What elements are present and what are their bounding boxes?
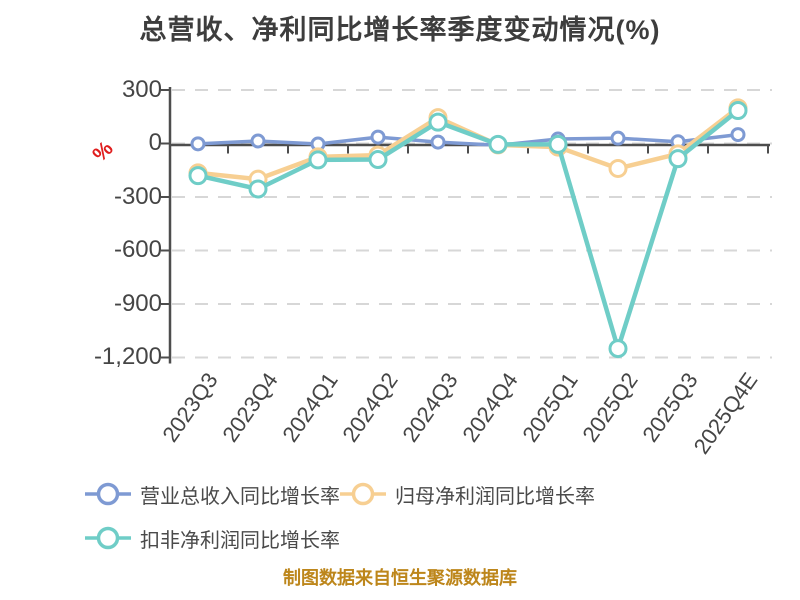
plot-area [161,87,772,364]
y-tick-label--900: -900 [113,290,162,317]
legend-label: 扣非净利润同比增长率 [140,529,340,552]
y-tick-label--1200: -1,200 [93,343,162,370]
legend-item-total-revenue-growth[interactable]: 营业总收入同比增长率 [84,480,340,508]
legend-line-circle-icon [85,482,131,506]
chart-title: 总营收、净利同比增长率季度变动情况(%) [139,15,661,45]
legend-line-circle-icon [85,526,131,550]
legend-item-net-profit-growth[interactable]: 归母净利润同比增长率 [339,480,595,508]
legend-line-circle-icon [340,482,386,506]
legend-label: 归母净利润同比增长率 [395,485,595,508]
y-tick-label--300: -300 [113,183,162,210]
data-source-caption: 制图数据来自恒生聚源数据库 [283,568,517,588]
legend-label: 营业总收入同比增长率 [140,485,340,508]
y-tick-label-0: 0 [148,129,162,156]
legend-item-deducted-net-profit-growth[interactable]: 扣非净利润同比增长率 [84,524,340,552]
y-tick-label-300: 300 [121,76,162,103]
y-tick-label--600: -600 [113,236,162,263]
